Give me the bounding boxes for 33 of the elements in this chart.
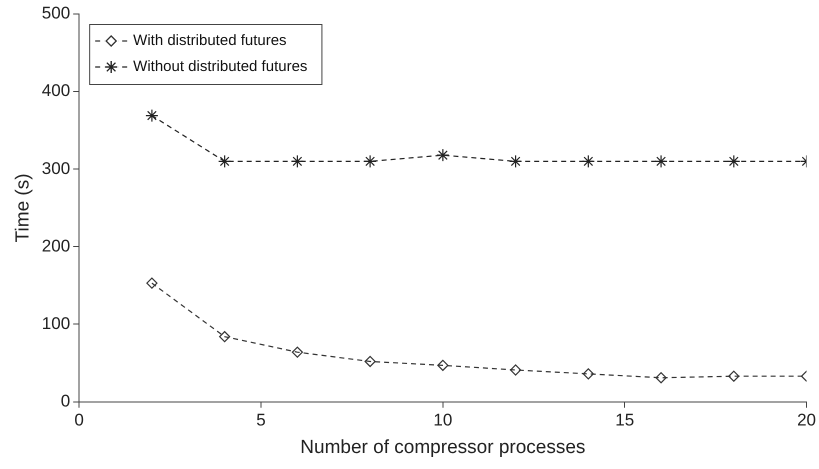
point xyxy=(508,154,522,168)
x-tick-label: 20 xyxy=(797,410,816,430)
legend-label: With distributed futures xyxy=(133,32,287,50)
point xyxy=(290,154,304,168)
point xyxy=(364,356,376,368)
y-tick-label: 200 xyxy=(42,236,70,256)
point xyxy=(219,331,230,342)
point xyxy=(728,370,740,382)
point xyxy=(146,278,158,289)
x-tick-label: 15 xyxy=(615,410,634,430)
point xyxy=(436,148,450,162)
y-tick-label: 500 xyxy=(42,4,70,23)
x-tick-label: 10 xyxy=(433,410,452,430)
x-tick-label: 5 xyxy=(256,410,266,430)
y-tick-label: 300 xyxy=(42,158,70,178)
point xyxy=(655,372,667,384)
y-tick-label: 100 xyxy=(42,314,70,333)
point xyxy=(727,154,740,168)
point xyxy=(510,364,522,376)
point xyxy=(582,368,594,380)
y-tick-label: 400 xyxy=(42,81,70,100)
point xyxy=(437,360,448,371)
y-axis-title: Time (s) xyxy=(12,173,34,242)
point xyxy=(292,346,303,358)
y-tick-label: 0 xyxy=(60,391,70,410)
legend-label: Without distributed futures xyxy=(133,58,308,76)
point xyxy=(654,154,668,168)
point xyxy=(218,154,232,168)
x-axis-title: Number of compressor processes xyxy=(300,436,586,458)
point xyxy=(582,154,595,168)
point xyxy=(364,154,377,168)
x-tick-label: 0 xyxy=(74,410,84,430)
point xyxy=(145,109,158,122)
